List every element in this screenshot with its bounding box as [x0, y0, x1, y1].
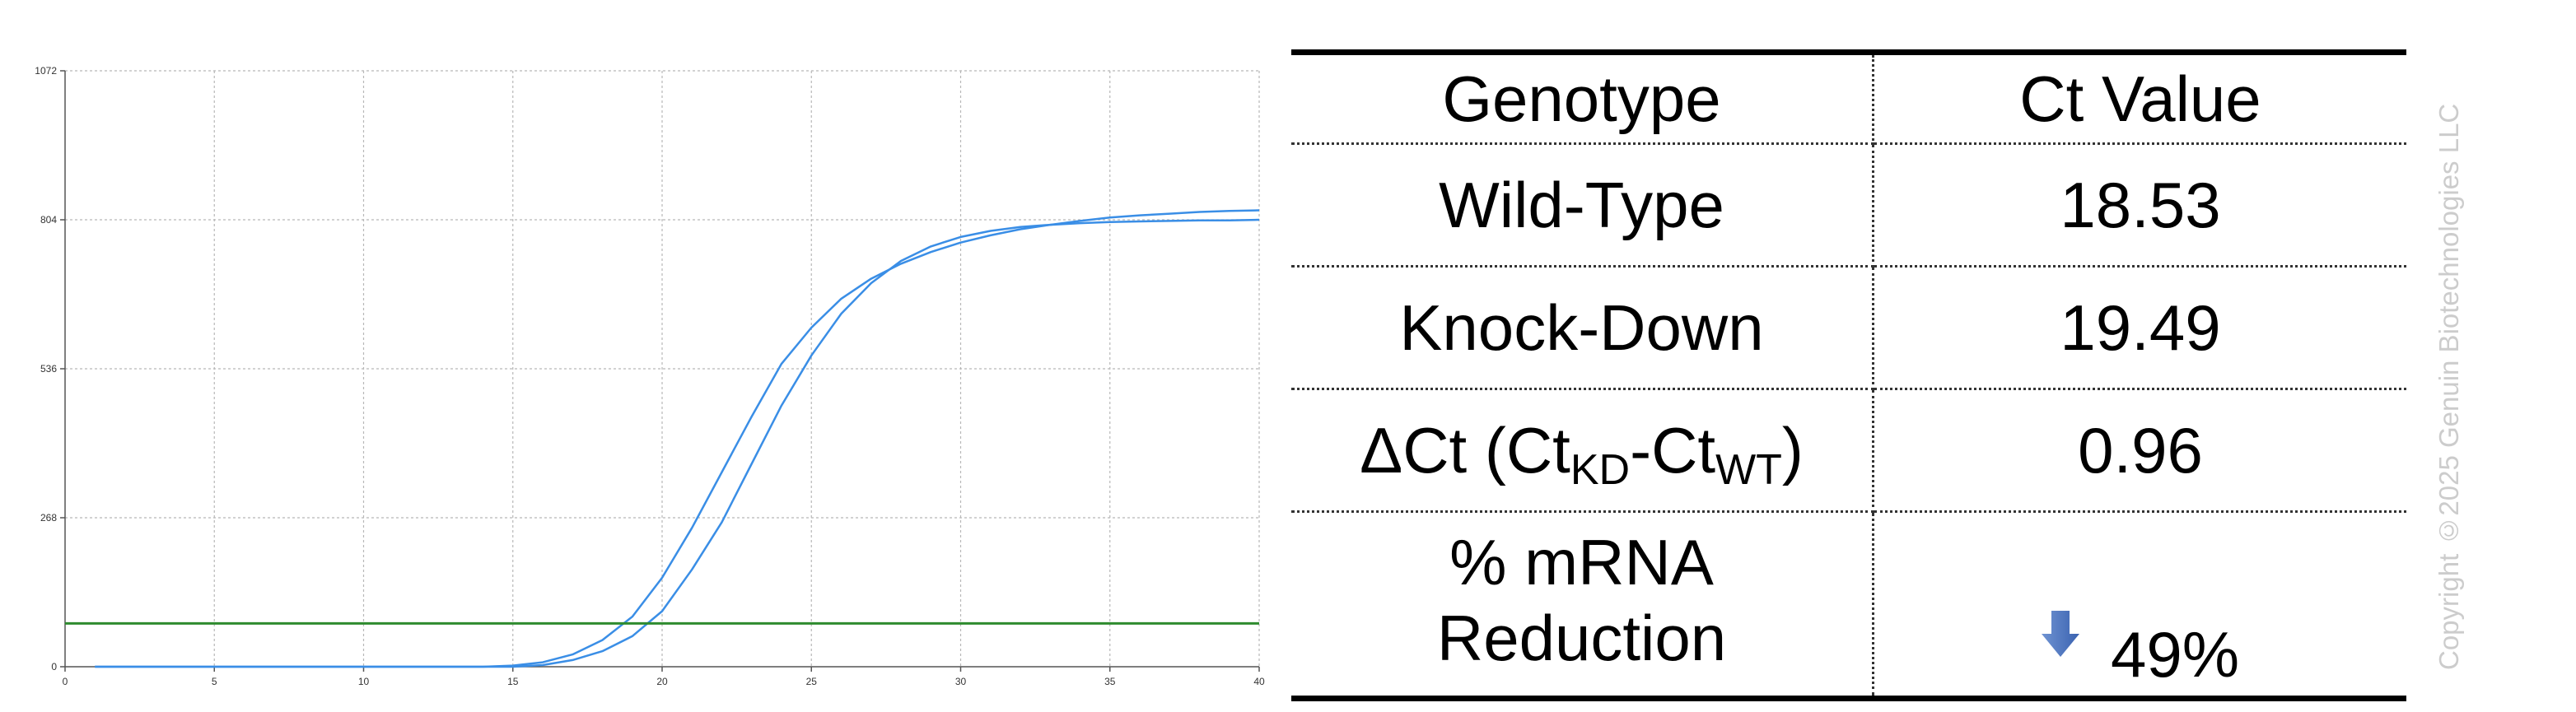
amplification-plot: 0 5 10 15 20 25 30 35 40 0 268 536 804 1072	[35, 65, 1265, 687]
x-tick-label-40: 40	[1253, 676, 1265, 687]
delta-ct-subscript-wt: WT	[1715, 446, 1782, 494]
amplification-curve-1	[95, 209, 1260, 668]
delta-ct-label: ΔCt (CtKD-CtWT)	[1291, 389, 1874, 513]
delta-ct-label-main: ΔCt (Ct	[1360, 414, 1570, 486]
amplification-curve-2	[95, 218, 1260, 668]
x-tick-label-35: 35	[1104, 676, 1116, 687]
table-header-row: Genotype Ct Value	[1291, 52, 2406, 145]
column-header-genotype: Genotype	[1291, 52, 1874, 145]
delta-ct-value: 0.96	[1873, 389, 2406, 513]
table-row-wild-type: Wild-Type 18.53	[1291, 143, 2406, 268]
column-header-ct-value: Ct Value	[1873, 52, 2406, 145]
amplification-curves	[95, 209, 1260, 668]
tick-labels: 0 5 10 15 20 25 30 35 40 0 268 536 804 1072	[35, 65, 1265, 687]
ct-value-knock-down: 19.49	[1873, 266, 2406, 390]
x-tick-label-5: 5	[212, 676, 217, 687]
delta-ct-label-minus: -Ct	[1630, 414, 1716, 486]
y-tick-label-0: 0	[51, 661, 57, 672]
down-arrow-icon	[2041, 598, 2079, 671]
mrna-reduction-label-line-2: Reduction	[1436, 602, 1727, 674]
y-tick-label-268: 268	[40, 512, 57, 524]
grid-lines	[65, 70, 1260, 667]
mrna-reduction-label-line-1: % mRNA	[1449, 526, 1714, 598]
y-tick-label-804: 804	[40, 214, 57, 226]
table-row-knock-down: Knock-Down 19.49	[1291, 266, 2406, 390]
copyright-watermark: Copyright ©2025 Genuin Biotechnologies L…	[2434, 103, 2464, 670]
x-tick-label-30: 30	[955, 676, 967, 687]
y-tick-label-1072: 1072	[35, 65, 57, 77]
mrna-reduction-label: % mRNA Reduction	[1291, 511, 1874, 699]
mrna-reduction-cell: 49%	[1874, 512, 2407, 699]
y-tick-label-536: 536	[40, 363, 57, 375]
x-tick-label-0: 0	[63, 676, 68, 687]
genotype-wild-type: Wild-Type	[1291, 143, 1874, 268]
mrna-reduction-value: 49%	[2110, 618, 2240, 691]
ct-value-wild-type: 18.53	[1873, 143, 2406, 268]
x-tick-label-15: 15	[507, 676, 519, 687]
delta-ct-subscript-kd: KD	[1570, 446, 1631, 494]
genotype-knock-down: Knock-Down	[1291, 266, 1874, 390]
table-row-delta-ct: ΔCt (CtKD-CtWT) 0.96	[1291, 389, 2406, 513]
ct-value-table: Genotype Ct Value Wild-Type 18.53 Knock-…	[1291, 49, 2406, 701]
table-row-mrna-reduction: % mRNA Reduction 49%	[1291, 511, 2407, 699]
x-tick-label-25: 25	[806, 676, 818, 687]
x-tick-label-10: 10	[358, 676, 370, 687]
x-tick-label-20: 20	[656, 676, 668, 687]
delta-ct-label-close: )	[1781, 414, 1804, 486]
